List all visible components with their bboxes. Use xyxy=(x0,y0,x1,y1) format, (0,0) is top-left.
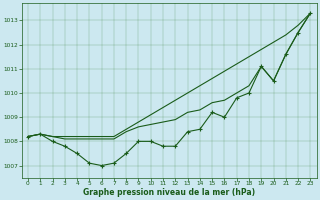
X-axis label: Graphe pression niveau de la mer (hPa): Graphe pression niveau de la mer (hPa) xyxy=(83,188,255,197)
